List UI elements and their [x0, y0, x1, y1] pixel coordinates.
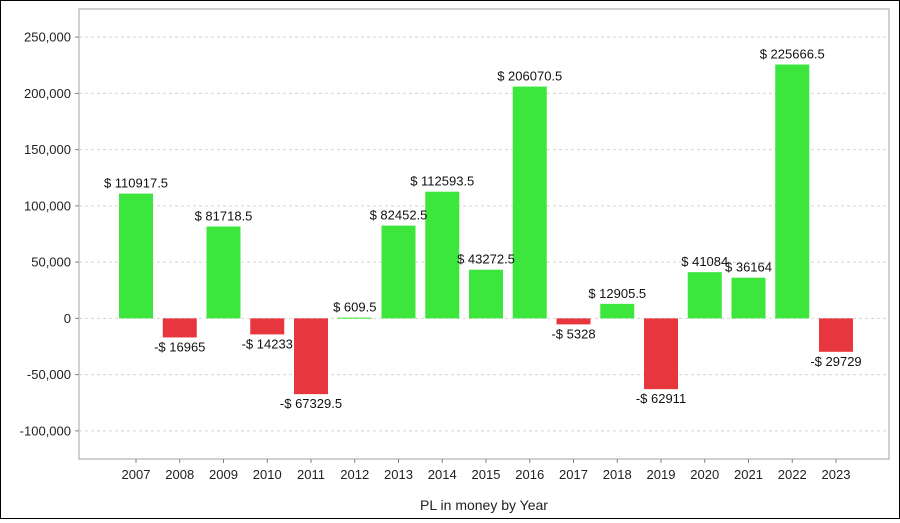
bar [687, 272, 722, 319]
y-tick-label: 200,000 [24, 86, 71, 101]
x-tick-label: 2009 [209, 467, 238, 482]
data-label: $ 43272.5 [457, 252, 515, 267]
data-label: -$ 5328 [551, 326, 595, 341]
x-tick-label: 2008 [165, 467, 194, 482]
y-tick-label: -50,000 [27, 367, 71, 382]
x-tick-label: 2020 [690, 467, 719, 482]
data-label: $ 112593.5 [410, 174, 474, 189]
data-label: -$ 29729 [810, 354, 861, 369]
data-label: $ 12905.5 [588, 286, 646, 301]
data-labels: $ 110917.5 -$ 16965 $ 81718.5 -$ 14233 -$ 67… [104, 47, 862, 412]
y-axis-ticks: 250,000 200,000 150,000 100,000 50,000 0 -50,0… [20, 30, 79, 438]
data-label: -$ 62911 [636, 391, 686, 406]
bar [381, 225, 416, 319]
data-label: -$ 14233 [242, 336, 293, 351]
data-label: $ 41084 [681, 254, 728, 269]
bar [119, 193, 153, 319]
bar [206, 226, 241, 319]
y-tick-label: 50,000 [31, 255, 71, 270]
data-label: $ 225666.5 [760, 47, 825, 62]
bar [337, 317, 372, 319]
x-tick-label: 2012 [340, 467, 369, 482]
data-label: -$ 16965 [154, 339, 205, 354]
x-tick-label: 2013 [384, 467, 413, 482]
bar [425, 191, 460, 319]
x-axis-title: PL in money by Year [420, 497, 548, 513]
x-tick-label: 2017 [559, 467, 588, 482]
plot-area [78, 8, 890, 460]
x-axis-ticks: 2007 2008 2009 2010 2011 2012 2013 2014 2015 2016… [122, 459, 851, 482]
x-tick-label: 2015 [472, 467, 501, 482]
bar [731, 277, 766, 319]
x-tick-label: 2014 [428, 467, 457, 482]
bar [819, 318, 853, 352]
bar [556, 318, 591, 325]
bar [250, 318, 285, 335]
x-tick-label: 2011 [297, 467, 325, 482]
bar [469, 269, 503, 319]
bar [162, 318, 197, 338]
x-tick-label: 2021 [734, 467, 763, 482]
data-label: $ 110917.5 [104, 176, 168, 191]
data-label: $ 206070.5 [497, 69, 562, 84]
bar [644, 318, 678, 390]
x-tick-label: 2018 [603, 467, 632, 482]
y-tick-label: 250,000 [24, 30, 71, 45]
data-label: $ 81718.5 [195, 208, 253, 223]
data-label: $ 609.5 [333, 300, 376, 315]
bar [775, 64, 810, 319]
bar [512, 86, 547, 319]
y-tick-label: 100,000 [24, 198, 71, 213]
y-tick-label: -100,000 [20, 423, 71, 438]
x-tick-label: 2019 [647, 467, 676, 482]
x-tick-label: 2007 [122, 467, 151, 482]
data-label: -$ 67329.5 [280, 396, 342, 411]
x-tick-label: 2023 [822, 467, 851, 482]
data-label: $ 82452.5 [370, 208, 428, 223]
x-tick-label: 2022 [778, 467, 807, 482]
y-tick-label: 0 [64, 311, 71, 326]
bars [119, 64, 853, 395]
data-label: $ 36164 [725, 260, 772, 275]
x-tick-label: 2010 [253, 467, 282, 482]
bar [600, 303, 635, 319]
x-tick-label: 2016 [515, 467, 544, 482]
y-tick-label: 150,000 [24, 142, 71, 157]
bar [294, 318, 328, 395]
